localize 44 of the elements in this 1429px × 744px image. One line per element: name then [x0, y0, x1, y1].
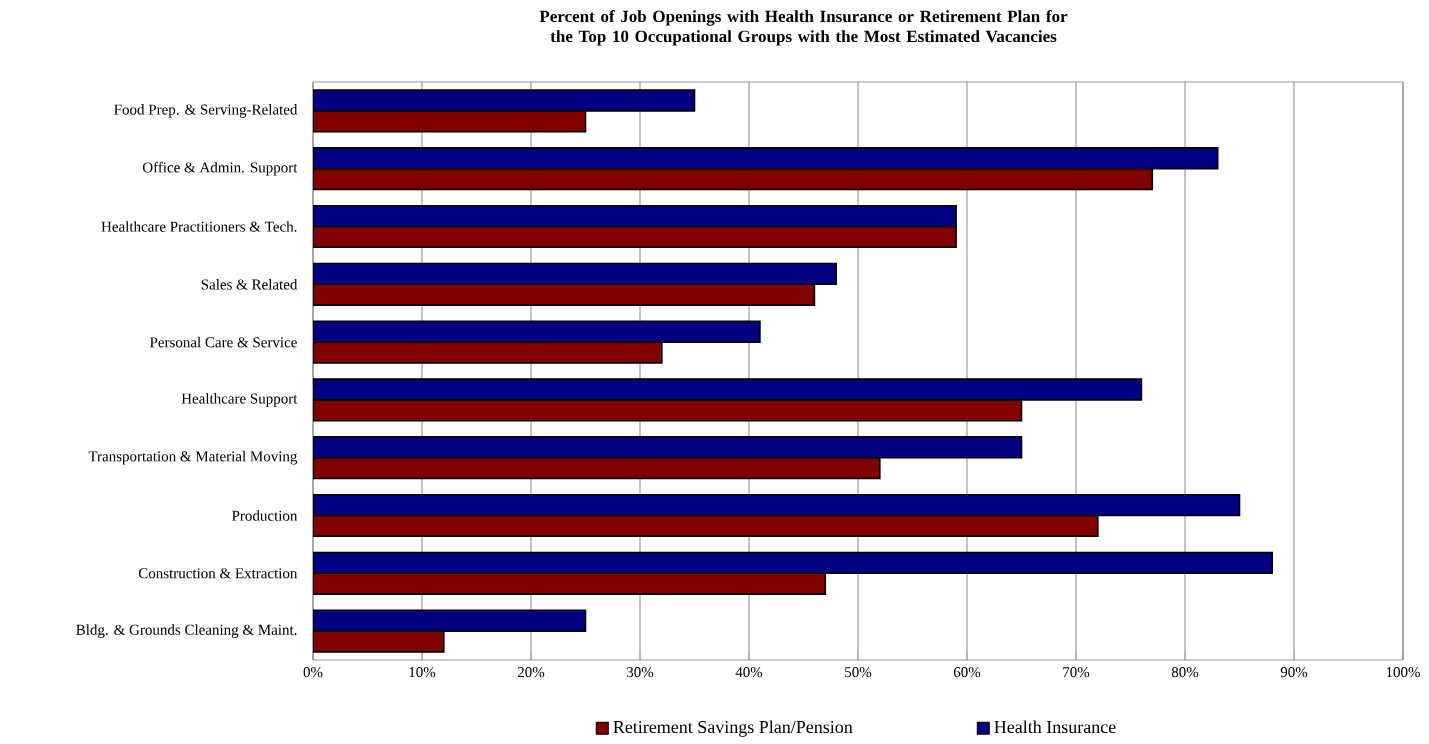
x-tick-label: 70%: [1063, 667, 1090, 678]
bar: [313, 609, 587, 632]
x-tick-label: 40%: [735, 667, 763, 678]
x-tick-label: 10%: [409, 667, 436, 678]
bar: [313, 630, 445, 653]
bar: [313, 551, 1274, 575]
y-tick-label: Bldg. & Grounds Cleaning & Maint.: [76, 624, 297, 638]
x-tick-label: 80%: [1171, 667, 1199, 678]
y-tick-label: Transportation & Material Moving: [88, 450, 298, 465]
x-tick-label: 90%: [1280, 667, 1308, 678]
bar: [313, 89, 696, 112]
x-tick-label: 20%: [517, 667, 545, 678]
bar: [313, 378, 1143, 401]
bar: [313, 167, 1154, 191]
bar: [313, 341, 663, 364]
bar: [313, 204, 957, 228]
bar: [313, 147, 1219, 170]
x-tick-label: 30%: [626, 667, 654, 678]
bar: [313, 399, 1023, 422]
y-tick-label: Healthcare Practitioners & Tech.: [101, 221, 297, 232]
x-tick-label: 60%: [953, 667, 981, 678]
y-tick-label: Food Prep. & Serving-Related: [114, 104, 298, 118]
y-tick-label: Construction & Extraction: [138, 568, 298, 579]
bar: [313, 262, 838, 286]
bar: [313, 436, 1023, 459]
bar: [313, 456, 881, 480]
bar: [313, 283, 816, 306]
bar: [313, 320, 761, 343]
legend-label: Retirement Savings Plan/Pension: [613, 720, 853, 737]
y-tick-label: Office & Admin. Support: [142, 161, 298, 176]
x-tick-label: 0%: [303, 667, 323, 678]
y-tick-label: Sales & Related: [201, 279, 298, 290]
y-tick-label: Production: [232, 510, 298, 521]
bar: [313, 572, 827, 595]
x-tick-label: 100%: [1386, 667, 1420, 678]
bar: [313, 110, 587, 133]
y-tick-label: Healthcare Support: [181, 393, 298, 407]
chart-title: Percent of Job Openings with Health Insurance or Retirement Plan for the Top 10 Occupational Groups with the Most Estimated Vacancies: [539, 10, 1068, 46]
bar: [313, 493, 1241, 517]
bar: [313, 225, 957, 249]
legend-label: Health Insurance: [994, 720, 1116, 734]
x-tick-label: 50%: [845, 667, 872, 678]
y-tick-label: Personal Care & Service: [149, 336, 297, 348]
bar: [313, 514, 1099, 538]
